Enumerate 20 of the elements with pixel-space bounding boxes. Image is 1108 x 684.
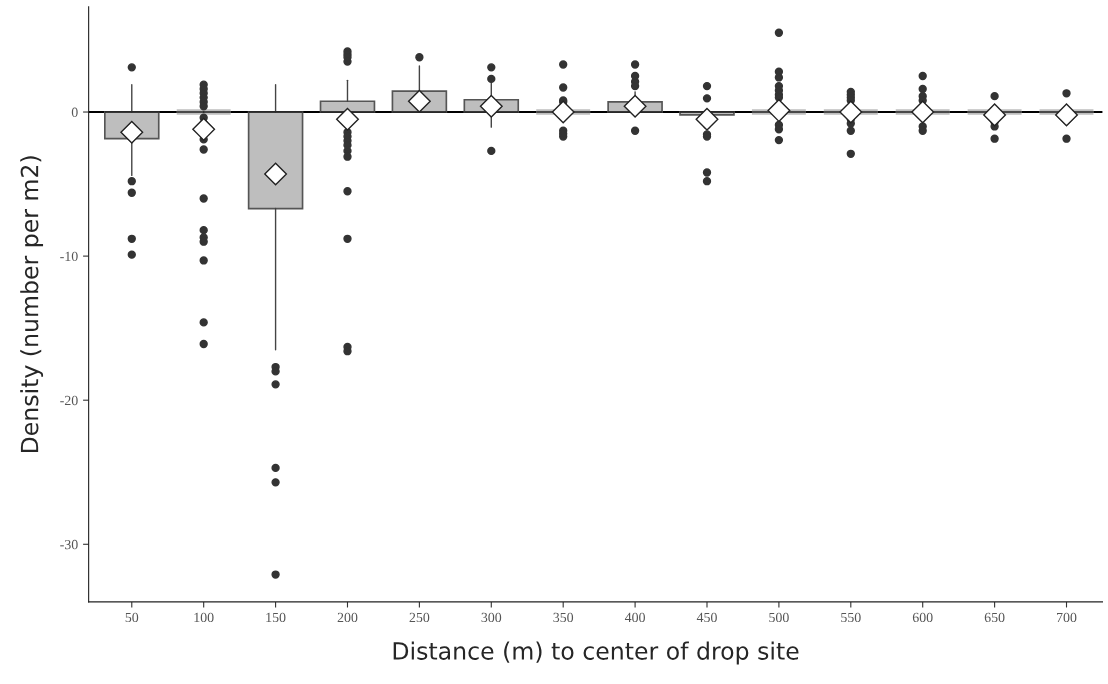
y-tick-label: -10 bbox=[60, 251, 78, 262]
x-tick-label: 250 bbox=[409, 612, 430, 623]
x-tick-label: 450 bbox=[696, 612, 717, 623]
x-tick-label: 150 bbox=[266, 612, 286, 623]
x-tick-label: 500 bbox=[769, 612, 789, 623]
x-tick-label: 550 bbox=[841, 612, 861, 623]
y-tick-label: 0 bbox=[71, 107, 78, 117]
x-tick-label: 650 bbox=[984, 612, 1005, 623]
x-tick-label: 100 bbox=[194, 612, 214, 623]
y-tick-label: -20 bbox=[60, 395, 78, 406]
x-tick-label: 200 bbox=[337, 612, 358, 623]
x-tick-label: 300 bbox=[481, 612, 502, 623]
x-tick-label: 600 bbox=[912, 612, 933, 623]
x-tick-label: 50 bbox=[125, 612, 139, 623]
x-tick-label: 350 bbox=[553, 612, 574, 623]
x-axis-title: Distance (m) to center of drop site bbox=[393, 641, 799, 665]
x-tick-label: 400 bbox=[624, 612, 645, 623]
y-axis-title: Density (number per m2) bbox=[20, 156, 44, 453]
y-tick-label: -30 bbox=[60, 539, 78, 550]
x-tick-label: 700 bbox=[1057, 612, 1077, 623]
